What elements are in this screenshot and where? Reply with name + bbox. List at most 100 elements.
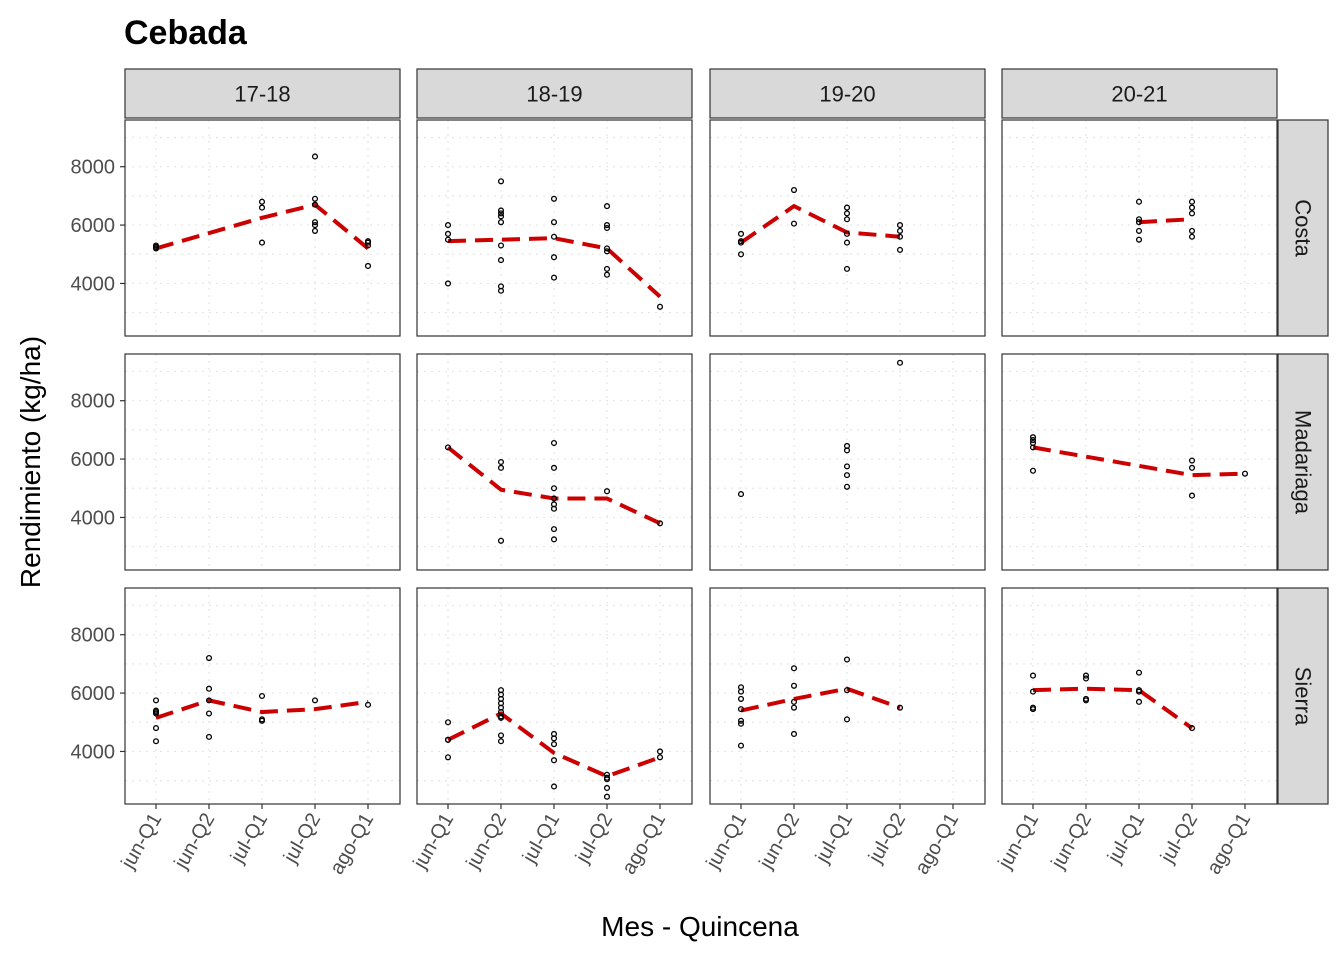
data-point	[550, 730, 558, 737]
facet-grid: 17-18 18-19 19-20 20-21 Costa Madariaga Sierra…	[71, 68, 1329, 879]
x-tick-label: jul-Q2	[571, 810, 617, 868]
data-point	[497, 732, 505, 739]
data-point	[311, 201, 319, 208]
data-point	[550, 195, 558, 202]
facet-panel	[709, 587, 986, 805]
data-point	[311, 195, 319, 202]
data-point	[896, 233, 904, 240]
panel-border	[416, 353, 693, 571]
data-point	[1188, 233, 1196, 240]
data-point	[152, 697, 160, 704]
y-tick-label: 8000	[71, 157, 116, 179]
data-point	[550, 464, 558, 471]
data-point	[152, 738, 160, 745]
mean-line	[447, 711, 661, 779]
data-point	[497, 207, 505, 214]
y-axis: 4000 6000 8000	[71, 391, 125, 529]
x-tick-label: jun-Q2	[170, 810, 220, 874]
row-strip-label: Madariaga	[1291, 410, 1316, 515]
data-point	[311, 153, 319, 160]
data-point	[444, 444, 452, 451]
data-point	[1135, 236, 1143, 243]
data-point	[258, 198, 266, 205]
data-point	[843, 230, 851, 237]
mean-line	[155, 202, 370, 251]
mean-line	[447, 236, 662, 299]
facet-panel	[1001, 353, 1278, 571]
data-point	[311, 227, 319, 234]
data-point	[656, 754, 664, 761]
y-tick-label: 4000	[71, 741, 116, 763]
data-point	[737, 238, 745, 245]
data-point	[843, 687, 851, 694]
facet-panel	[709, 119, 986, 337]
x-tick-label: jun-Q1	[994, 810, 1044, 874]
y-axis: 4000 6000 8000	[71, 157, 125, 295]
y-tick-label: 8000	[71, 391, 116, 413]
x-tick-label: jul-Q2	[864, 810, 910, 868]
column-strip: 20-21	[1001, 68, 1278, 119]
data-point	[497, 464, 505, 471]
x-tick-label: jun-Q2	[1047, 810, 1097, 874]
data-point	[550, 485, 558, 492]
data-point	[1029, 434, 1037, 441]
data-point	[205, 733, 213, 740]
data-point	[550, 536, 558, 543]
data-point	[896, 359, 904, 366]
mean-line	[739, 203, 901, 245]
data-point	[444, 736, 452, 743]
facet-panel	[124, 353, 401, 571]
chart-title: Cebada	[124, 14, 248, 52]
data-point	[843, 442, 851, 449]
data-point	[790, 187, 798, 194]
data-point	[1082, 675, 1090, 682]
mean-line	[446, 445, 661, 526]
x-tick-label: jul-Q1	[1103, 810, 1149, 868]
data-point	[603, 771, 611, 778]
row-strip: Costa	[1277, 119, 1329, 337]
data-point	[497, 213, 505, 220]
data-point	[896, 246, 904, 253]
data-point	[1082, 672, 1090, 679]
data-point	[1029, 704, 1037, 711]
data-point	[444, 754, 452, 761]
x-tick-label: jun-Q1	[409, 810, 459, 874]
data-point	[152, 725, 160, 732]
column-strip-label: 19-20	[819, 82, 875, 107]
data-point	[1135, 198, 1143, 205]
x-tick-label: ago-Q1	[618, 810, 670, 879]
data-point	[603, 774, 611, 781]
data-point	[1029, 467, 1037, 474]
data-point	[497, 283, 505, 290]
mean-line	[1032, 686, 1194, 730]
facet-panel	[416, 119, 693, 337]
panel-border	[124, 353, 401, 571]
data-point	[656, 303, 664, 310]
x-tick-label: jul-Q1	[811, 810, 857, 868]
data-point	[790, 220, 798, 227]
data-point	[497, 257, 505, 264]
data-point	[550, 274, 558, 281]
column-strip: 19-20	[709, 68, 986, 119]
data-point	[258, 239, 266, 246]
row-strip-box	[1277, 119, 1329, 337]
data-point	[656, 520, 664, 527]
y-tick-label: 8000	[71, 625, 116, 647]
y-tick-label: 6000	[71, 449, 116, 471]
data-point	[1029, 672, 1037, 679]
x-tick-label: ago-Q1	[911, 810, 963, 879]
data-point	[444, 280, 452, 287]
column-strip-box	[709, 68, 986, 119]
data-point	[311, 222, 319, 229]
data-point	[790, 730, 798, 737]
mean-line	[1138, 217, 1193, 225]
row-strip: Madariaga	[1277, 353, 1329, 571]
data-point	[444, 719, 452, 726]
column-strip: 17-18	[124, 68, 401, 119]
data-point	[843, 216, 851, 223]
data-point	[497, 687, 505, 694]
data-point	[497, 537, 505, 544]
data-point	[843, 656, 851, 663]
panel-border	[1001, 119, 1278, 337]
data-point	[550, 254, 558, 261]
